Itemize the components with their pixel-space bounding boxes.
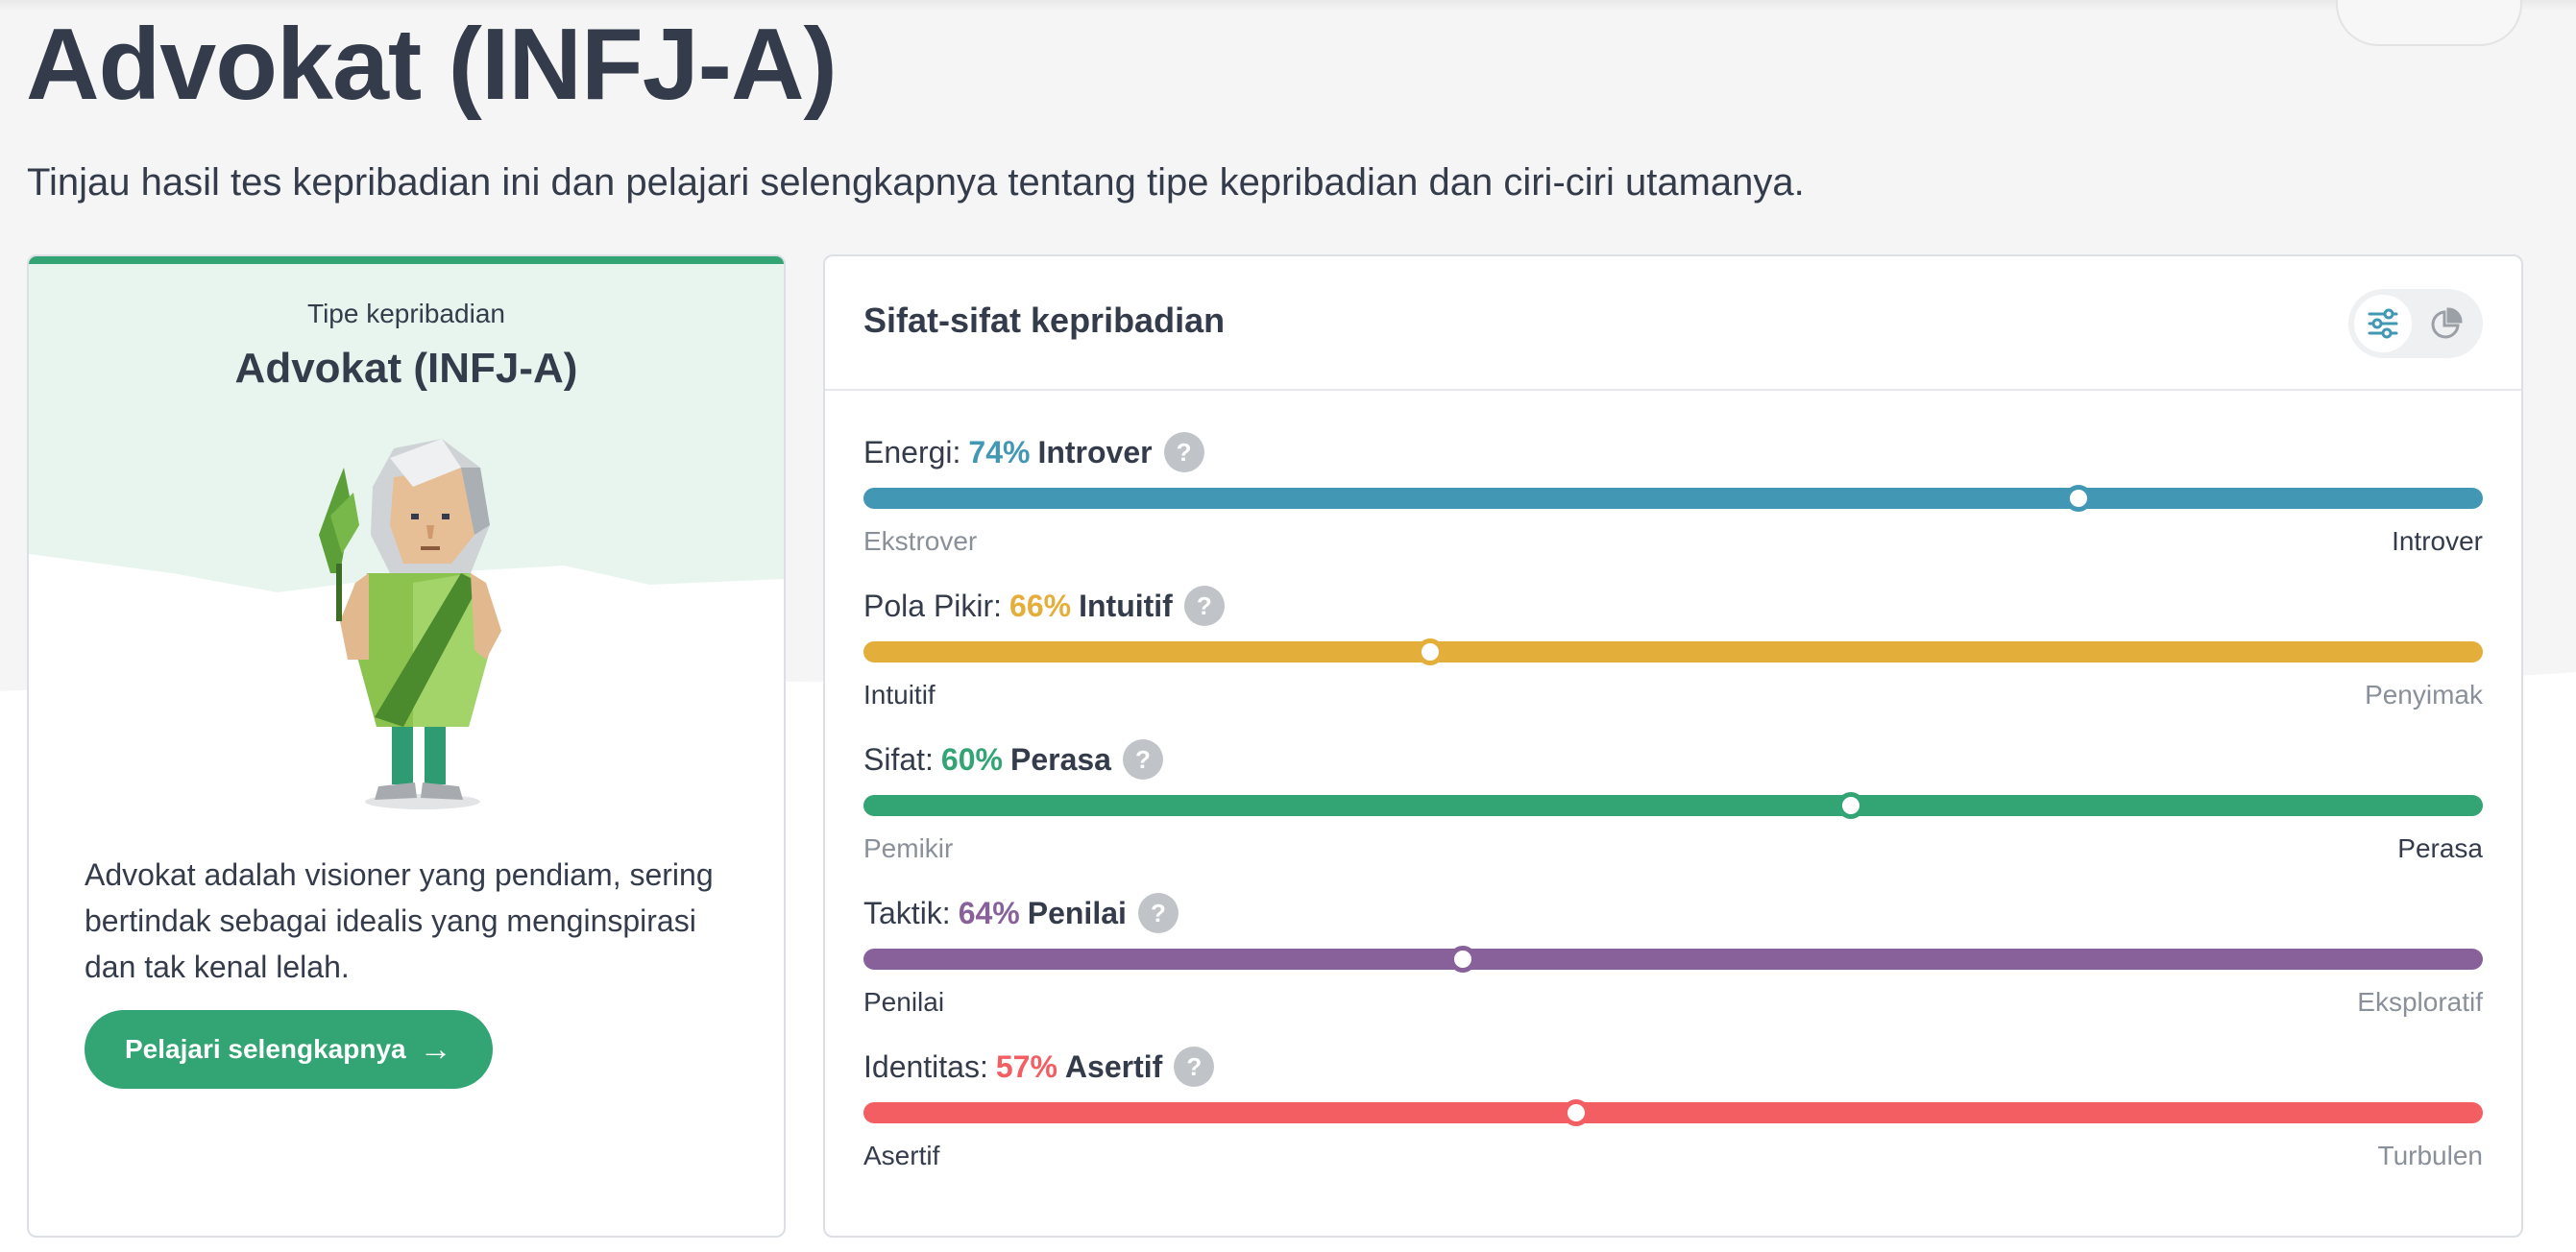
trait-left-pole: Intuitif xyxy=(863,680,936,710)
trait-name: Identitas: xyxy=(863,1048,988,1084)
trait-percent: 64% xyxy=(958,895,1020,930)
help-icon[interactable]: ? xyxy=(1163,432,1204,472)
trait-right-pole: Perasa xyxy=(2397,833,2483,863)
advocate-character-illustration xyxy=(319,439,501,809)
page-title: Advokat (INFJ-A) xyxy=(26,8,838,121)
trait-dominant-side: Asertif xyxy=(1064,1048,1163,1084)
trait-slider-knob[interactable] xyxy=(2064,485,2092,512)
sliders-view-button[interactable] xyxy=(2354,295,2412,352)
type-name: Advokat (INFJ-A) xyxy=(234,345,578,392)
help-icon[interactable]: ? xyxy=(1174,1047,1215,1087)
trait-name: Taktik: xyxy=(863,895,951,930)
help-icon[interactable]: ? xyxy=(1122,739,1163,780)
view-toggle xyxy=(2348,289,2483,358)
trait-slider-track xyxy=(863,641,2483,662)
trait-name: Sifat: xyxy=(863,741,934,777)
trait-percent: 74% xyxy=(968,434,1031,470)
help-icon[interactable]: ? xyxy=(1137,893,1179,933)
page-subtitle: Tinjau hasil tes kepribadian ini dan pel… xyxy=(27,161,1805,204)
trait-dominant-side: Penilai xyxy=(1027,895,1127,930)
trait-right-pole: Turbulen xyxy=(2377,1141,2483,1170)
trait-dominant-side: Intuitif xyxy=(1079,588,1173,623)
trait-left-pole: Asertif xyxy=(863,1141,940,1170)
trait-row: Pola Pikir: 66% Intuitif? Intuitif Penyimak xyxy=(863,586,2483,720)
trait-slider-track xyxy=(863,488,2483,509)
help-icon[interactable]: ? xyxy=(1183,586,1225,626)
trait-label: Taktik: 64% Penilai? xyxy=(863,893,1179,933)
trait-right-pole: Penyimak xyxy=(2365,680,2483,710)
trait-slider-knob[interactable] xyxy=(1837,792,1865,819)
trait-row: Energi: 74% Introver? Ekstrover Introver xyxy=(863,432,2483,566)
top-shadow-strip xyxy=(0,0,2576,12)
trait-label: Identitas: 57% Asertif? xyxy=(863,1047,1215,1087)
trait-dominant-side: Introver xyxy=(1037,434,1153,470)
sliders-icon xyxy=(2368,308,2398,339)
traits-header: Sifat-sifat kepribadian xyxy=(825,256,2521,391)
trait-name: Pola Pikir: xyxy=(863,588,1003,623)
personality-type-card: Tipe kepribadian Advokat (INFJ-A) Advo xyxy=(27,254,786,1238)
trait-right-pole: Introver xyxy=(2392,526,2483,556)
trait-percent: 57% xyxy=(995,1048,1057,1084)
trait-label: Energi: 74% Introver? xyxy=(863,432,1204,472)
trait-name: Energi: xyxy=(863,434,961,470)
trait-right-pole: Eksploratif xyxy=(2357,987,2483,1017)
type-description: Advokat adalah visioner yang pendiam, se… xyxy=(85,857,714,984)
trait-percent: 66% xyxy=(1009,588,1072,623)
trait-slider-knob[interactable] xyxy=(1417,638,1445,665)
learn-more-button[interactable]: Pelajari selengkapnya → xyxy=(85,1010,493,1089)
trait-left-pole: Ekstrover xyxy=(863,526,978,556)
arrow-right-icon: → xyxy=(419,1030,452,1068)
trait-row: Sifat: 60% Perasa? Pemikir Perasa xyxy=(863,739,2483,874)
trait-row: Identitas: 57% Asertif? Asertif Turbulen xyxy=(863,1047,2483,1181)
trait-percent: 60% xyxy=(940,741,1003,777)
pie-view-button[interactable] xyxy=(2418,295,2475,352)
trait-slider-track xyxy=(863,1102,2483,1123)
trait-label: Pola Pikir: 66% Intuitif? xyxy=(863,586,1225,626)
traits-title: Sifat-sifat kepribadian xyxy=(863,301,1226,340)
pie-chart-icon xyxy=(2431,307,2463,339)
trait-slider-knob[interactable] xyxy=(1448,946,1476,973)
trait-label: Sifat: 60% Perasa? xyxy=(863,739,1163,780)
type-label: Tipe kepribadian xyxy=(307,299,505,328)
trait-slider-knob[interactable] xyxy=(1562,1099,1590,1126)
card-accent-bar xyxy=(29,256,784,264)
trait-slider-track xyxy=(863,795,2483,816)
trait-slider-track xyxy=(863,949,2483,970)
header-menu-button[interactable] xyxy=(2336,0,2522,46)
personality-traits-card: Sifat-sifat kepribadian xyxy=(823,254,2523,1238)
trait-left-pole: Pemikir xyxy=(863,833,954,863)
trait-row: Taktik: 64% Penilai? Penilai Eksploratif xyxy=(863,893,2483,1027)
learn-more-label: Pelajari selengkapnya xyxy=(125,1034,406,1064)
trait-dominant-side: Perasa xyxy=(1009,741,1111,777)
trait-left-pole: Penilai xyxy=(863,987,945,1017)
